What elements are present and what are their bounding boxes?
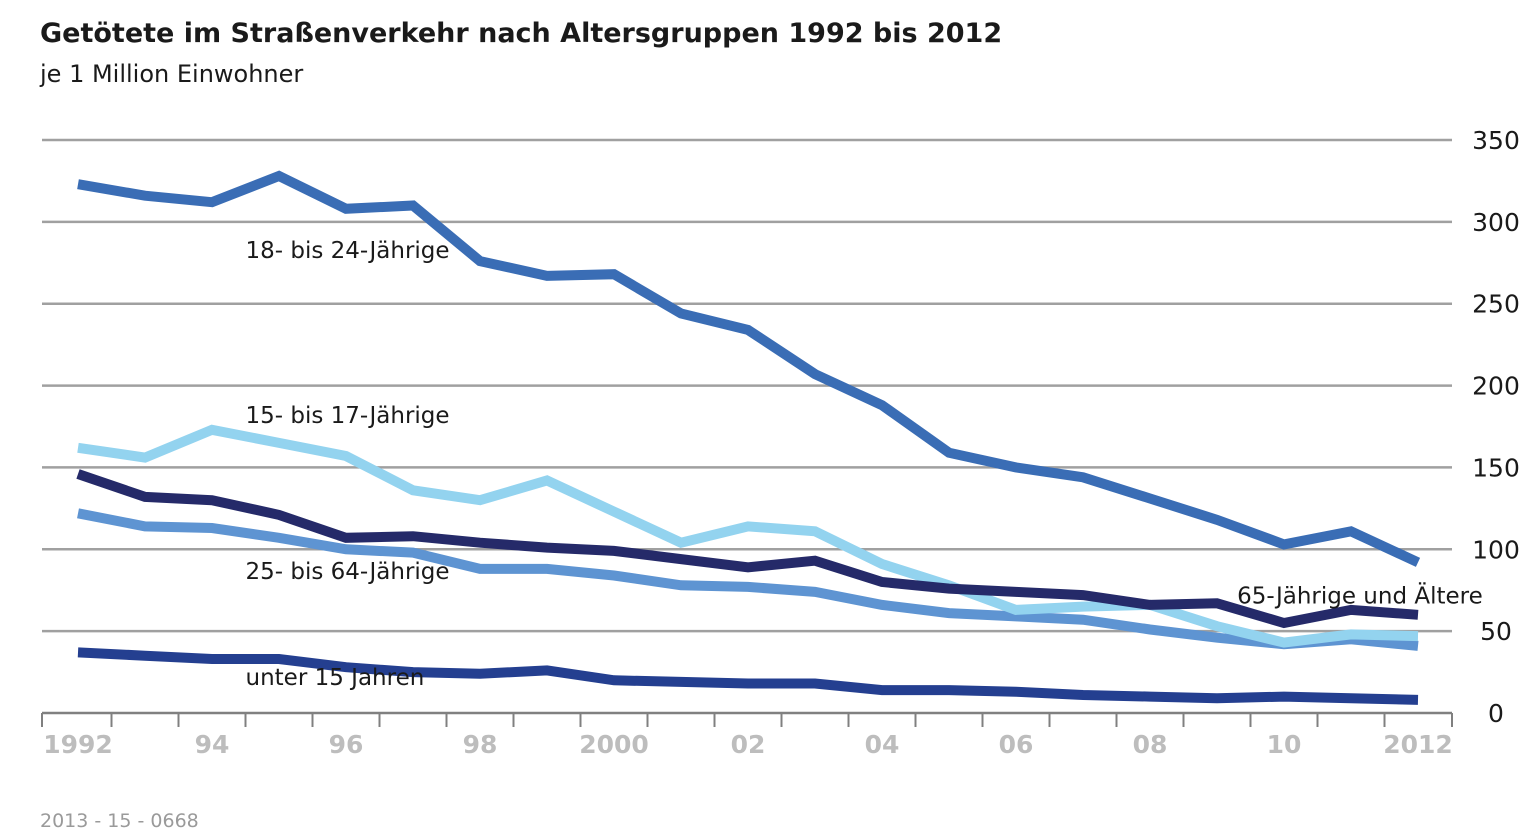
series-line <box>77 508 1419 651</box>
y-tick-label: 200 <box>1472 372 1520 401</box>
source-code: 2013 - 15 - 0668 <box>40 810 199 832</box>
series-layer <box>76 170 1421 705</box>
grid-layer <box>42 138 1452 633</box>
chart-title: Getötete im Straßenverkehr nach Altersgr… <box>40 18 1003 49</box>
series-label: 18- bis 24-Jährige <box>246 238 450 264</box>
y-tick-label: 300 <box>1472 208 1520 237</box>
x-tick-label: 2000 <box>579 730 649 759</box>
x-tick-label: 94 <box>195 730 230 759</box>
series-line <box>77 647 1419 705</box>
series-label: unter 15 Jahren <box>246 665 425 691</box>
series-line <box>77 424 1419 648</box>
y-tick-label: 0 <box>1488 699 1504 728</box>
x-tick-label: 08 <box>1133 730 1168 759</box>
x-tick-label: 1992 <box>43 730 113 759</box>
x-tick-label: 06 <box>999 730 1034 759</box>
x-tick-label: 04 <box>865 730 900 759</box>
series-line <box>76 469 1419 629</box>
series-line <box>77 170 1421 567</box>
y-tick-label: 350 <box>1472 126 1520 155</box>
label-layer: 18- bis 24-Jährige 15- bis 17-Jährige 25- … <box>246 238 1483 691</box>
x-tick-label: 98 <box>463 730 498 759</box>
y-tick-label: 150 <box>1472 453 1520 482</box>
series-label: 25- bis 64-Jährige <box>246 559 450 585</box>
x-tick-label: 02 <box>731 730 766 759</box>
axis-layer: 0 50 100 150 200 250 300 350 1992 94 96 98 2000 02 04 0… <box>41 126 1520 759</box>
x-tick-label: 2012 <box>1383 730 1453 759</box>
x-tick-label: 10 <box>1267 730 1302 759</box>
series-label: 65-Jährige und Ältere <box>1237 581 1483 609</box>
y-tick-label: 50 <box>1480 617 1512 646</box>
x-tick-label: 96 <box>329 730 364 759</box>
y-tick-label: 100 <box>1472 535 1520 564</box>
y-tick-label: 250 <box>1472 290 1520 319</box>
series-label: 15- bis 17-Jährige <box>246 403 450 429</box>
chart-subtitle: je 1 Million Einwohner <box>40 60 304 88</box>
